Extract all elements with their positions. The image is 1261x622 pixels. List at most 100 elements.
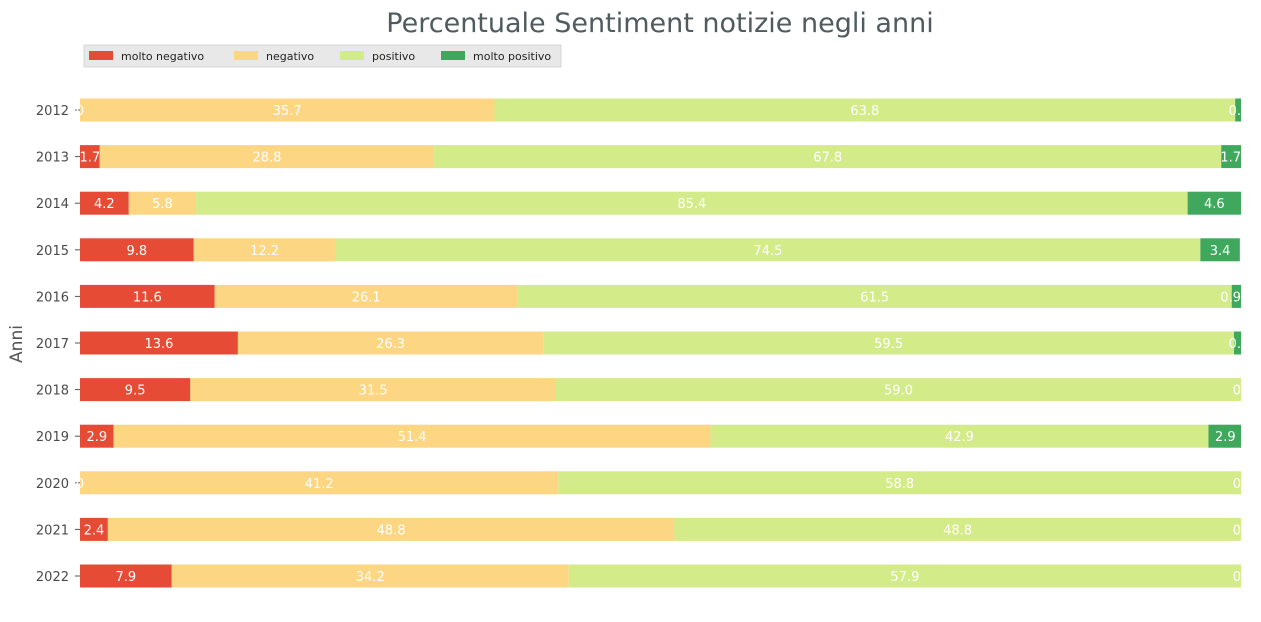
bar-segment bbox=[1187, 191, 1241, 215]
bar-value-label: 1.7 bbox=[80, 151, 101, 166]
bar-value-label: 0 bbox=[1233, 477, 1241, 492]
bar-segment bbox=[434, 145, 1222, 169]
bar-value-label: 31.5 bbox=[359, 384, 388, 399]
y-tick-label: 2012 bbox=[36, 104, 69, 119]
bar-value-label: 26.1 bbox=[352, 290, 381, 305]
bar-value-label: 4.2 bbox=[94, 197, 115, 212]
bar-value-label: 0. bbox=[1229, 337, 1241, 352]
bar-segment bbox=[1235, 98, 1241, 122]
bar-value-label: 2.4 bbox=[84, 523, 105, 538]
bar-segment bbox=[80, 331, 238, 355]
bar-segment bbox=[80, 424, 114, 448]
bar-value-label: 59.0 bbox=[884, 384, 913, 399]
bar-segment bbox=[556, 378, 1241, 402]
bar-segment bbox=[193, 238, 336, 262]
value-labels: 0 35.7 63.8 0. 1.7 28.8 67.8 1.7 4.2 5.8 85.4 4.6 9.… bbox=[76, 104, 1241, 585]
bar-segment bbox=[80, 191, 129, 215]
bar-segment bbox=[214, 284, 518, 308]
bar-segment bbox=[335, 238, 1201, 262]
legend-swatch bbox=[89, 51, 113, 60]
bar-value-label: 0 bbox=[76, 477, 84, 492]
bar-segment bbox=[1221, 145, 1241, 169]
bar-segment bbox=[196, 191, 1188, 215]
bar-value-label: 13.6 bbox=[144, 337, 173, 352]
bar-segment bbox=[171, 564, 569, 588]
y-tick-label: 2016 bbox=[36, 290, 69, 305]
bar-segment bbox=[237, 331, 544, 355]
bar-value-label: 34.2 bbox=[356, 570, 385, 585]
bar-value-label: 0.9 bbox=[1220, 290, 1241, 305]
bar-segment bbox=[1208, 424, 1241, 448]
y-tick-label: 2019 bbox=[36, 430, 69, 445]
bar-value-label: 9.5 bbox=[125, 384, 146, 399]
bar-segment bbox=[190, 378, 557, 402]
bar-segment bbox=[558, 471, 1241, 495]
bar-segment bbox=[494, 98, 1236, 122]
bar-value-label: 48.8 bbox=[377, 523, 406, 538]
bar-value-label: 28.8 bbox=[252, 151, 281, 166]
bar-segment bbox=[107, 517, 675, 541]
bar-value-label: 0 bbox=[1233, 384, 1241, 399]
bar-value-label: 2.9 bbox=[86, 430, 107, 445]
bar-value-label: 42.9 bbox=[945, 430, 974, 445]
bar-segment bbox=[128, 191, 197, 215]
bar-value-label: 57.9 bbox=[890, 570, 919, 585]
legend-label: negativo bbox=[266, 50, 314, 63]
bar-segment bbox=[674, 517, 1241, 541]
bar-segment bbox=[99, 145, 435, 169]
y-tick-label: 2013 bbox=[36, 151, 69, 166]
legend-label: molto negativo bbox=[121, 50, 204, 63]
y-tick-label: 2021 bbox=[36, 523, 69, 538]
y-axis-ticks: 2012 2013 2014 2015 2016 2017 2018 2019 2020 2021… bbox=[36, 104, 80, 585]
bar-value-label: 48.8 bbox=[943, 523, 972, 538]
y-axis-label: Anni bbox=[7, 325, 27, 363]
y-tick-label: 2017 bbox=[36, 337, 69, 352]
bar-segment bbox=[1231, 284, 1241, 308]
bar-value-label: 12.2 bbox=[250, 244, 279, 259]
bar-value-label: 0. bbox=[1229, 104, 1241, 119]
bar-segment bbox=[1234, 331, 1241, 355]
bar-value-label: 26.3 bbox=[376, 337, 405, 352]
bar-value-label: 4.6 bbox=[1204, 197, 1225, 212]
bar-value-label: 74.5 bbox=[753, 244, 782, 259]
bar-segment bbox=[80, 471, 559, 495]
bar-value-label: 35.7 bbox=[273, 104, 302, 119]
bar-segment bbox=[710, 424, 1209, 448]
legend-box bbox=[83, 44, 562, 68]
bar-value-label: 2.9 bbox=[1215, 430, 1236, 445]
bar-value-label: 0 bbox=[1233, 570, 1241, 585]
legend-label: positivo bbox=[372, 50, 415, 63]
bar-value-label: 0 bbox=[1233, 523, 1241, 538]
bar-segment bbox=[80, 238, 194, 262]
legend-label: molto positivo bbox=[473, 50, 551, 63]
legend-swatch bbox=[441, 51, 465, 60]
bar-segment bbox=[80, 517, 108, 541]
y-tick-label: 2018 bbox=[36, 384, 69, 399]
bar-value-label: 5.8 bbox=[152, 197, 173, 212]
bar-value-label: 85.4 bbox=[677, 197, 706, 212]
bar-segment bbox=[568, 564, 1241, 588]
bar-value-label: 11.6 bbox=[133, 290, 162, 305]
bar-segment bbox=[1200, 238, 1240, 262]
bar-segment bbox=[543, 331, 1235, 355]
bar-value-label: 3.4 bbox=[1210, 244, 1231, 259]
bar-segment bbox=[113, 424, 711, 448]
bar-value-label: 67.8 bbox=[813, 151, 842, 166]
bars-group bbox=[80, 98, 1241, 588]
y-tick-label: 2014 bbox=[36, 197, 69, 212]
y-tick-label: 2015 bbox=[36, 244, 69, 259]
bar-value-label: 59.5 bbox=[874, 337, 903, 352]
bar-segment bbox=[517, 284, 1232, 308]
bar-value-label: 41.2 bbox=[305, 477, 334, 492]
bar-value-label: 58.8 bbox=[885, 477, 914, 492]
bar-segment bbox=[80, 145, 100, 169]
bar-value-label: 9.8 bbox=[127, 244, 148, 259]
chart-title: Percentuale Sentiment notizie negli anni bbox=[386, 8, 933, 39]
bar-value-label: 7.9 bbox=[116, 570, 137, 585]
bar-segment bbox=[80, 564, 172, 588]
bar-value-label: 0 bbox=[76, 104, 84, 119]
y-tick-label: 2020 bbox=[36, 477, 69, 492]
bar-value-label: 61.5 bbox=[860, 290, 889, 305]
legend-swatch bbox=[340, 51, 364, 60]
